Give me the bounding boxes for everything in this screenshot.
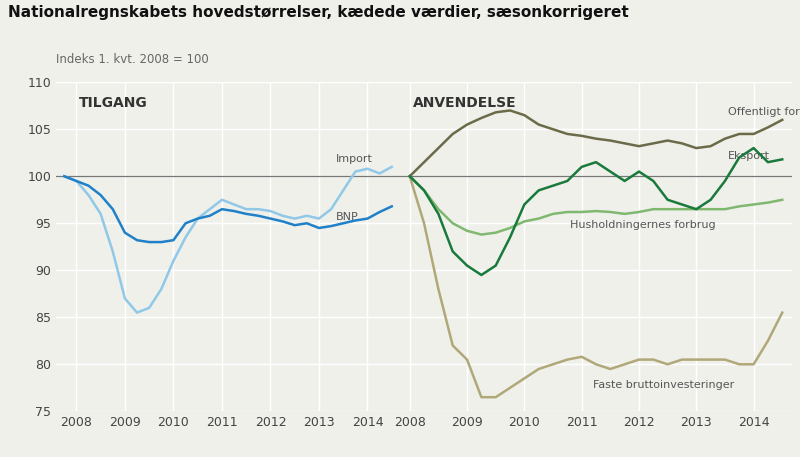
Text: Indeks 1. kvt. 2008 = 100: Indeks 1. kvt. 2008 = 100 bbox=[56, 53, 209, 65]
Text: Nationalregnskabets hovedstørrelser, kædede værdier, sæsonkorrigeret: Nationalregnskabets hovedstørrelser, kæd… bbox=[8, 5, 629, 20]
Text: Faste bruttoinvesteringer: Faste bruttoinvesteringer bbox=[593, 380, 734, 390]
Text: TILGANG: TILGANG bbox=[79, 96, 147, 110]
Text: BNP: BNP bbox=[336, 213, 358, 223]
Text: Import: Import bbox=[336, 154, 373, 164]
Text: Eksport: Eksport bbox=[728, 151, 770, 161]
Text: Offentligt forbrug: Offentligt forbrug bbox=[728, 107, 800, 117]
Text: ANVENDELSE: ANVENDELSE bbox=[413, 96, 516, 110]
Text: Husholdningernes forbrug: Husholdningernes forbrug bbox=[570, 220, 716, 230]
